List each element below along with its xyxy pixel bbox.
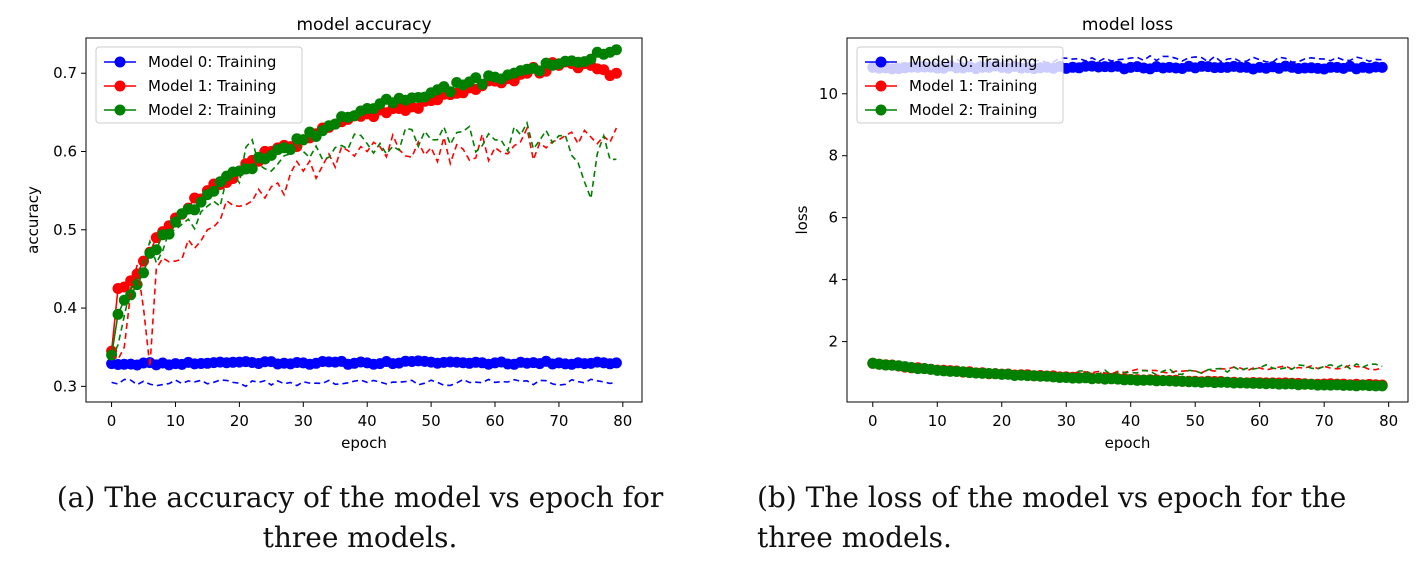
- legend-label: Model 0: Training: [909, 53, 1037, 71]
- data-point: [610, 44, 622, 56]
- legend-box: [856, 46, 1064, 124]
- y-tick-label: 4: [828, 271, 838, 289]
- y-tick-label: 0.6: [53, 143, 77, 161]
- data-point: [476, 78, 488, 90]
- series-line-dashed-5: [110, 120, 617, 360]
- data-point: [189, 204, 201, 216]
- data-point: [170, 216, 181, 228]
- x-tick-label: 80: [1379, 412, 1398, 430]
- x-tick-label: 50: [422, 412, 441, 430]
- caption-b: (b) The loss of the model vs epoch for t…: [757, 481, 1347, 554]
- data-point: [610, 67, 622, 79]
- data-point: [1376, 61, 1388, 73]
- data-point: [246, 163, 258, 175]
- x-tick-label: 10: [166, 412, 185, 430]
- x-tick-label: 30: [294, 412, 313, 430]
- x-tick-label: 40: [358, 412, 377, 430]
- legend-marker: [114, 104, 126, 116]
- legend-marker: [875, 80, 887, 92]
- y-tick-label: 0.3: [53, 377, 77, 395]
- loss-chart: model loss epoch loss 0 10 20 30 40 50 60 70 80 2 4 6 8…: [793, 15, 1409, 452]
- caption-a: (a) The accuracy of the model vs epoch f…: [56, 481, 664, 554]
- legend-label: Model 1: Training: [148, 77, 276, 95]
- legend-label: Model 1: Training: [909, 77, 1037, 95]
- legend-label: Model 0: Training: [148, 53, 276, 71]
- data-point: [208, 185, 220, 197]
- data-point: [1376, 380, 1388, 392]
- x-tick-label: 80: [613, 412, 632, 430]
- data-point: [112, 308, 124, 320]
- x-tick-label: 60: [485, 412, 504, 430]
- y-tick-label: 8: [828, 147, 838, 165]
- data-point: [610, 357, 622, 369]
- series-line-dashed-4: [111, 125, 618, 367]
- x-tick-label: 20: [992, 412, 1011, 430]
- legend-box: [95, 46, 303, 124]
- chart-title: model loss: [1082, 15, 1173, 35]
- y-tick-label: 10: [819, 85, 838, 103]
- y-tick-label: 6: [828, 209, 838, 227]
- chart-title: model accuracy: [296, 15, 431, 35]
- y-tick-label: 0.7: [53, 64, 77, 82]
- y-tick-label: 0.5: [53, 221, 77, 239]
- legend-marker: [114, 56, 126, 68]
- axes-frame: [846, 37, 1409, 403]
- plot-area: [106, 44, 622, 388]
- x-tick-label: 40: [1121, 412, 1140, 430]
- x-tick-label: 30: [1057, 412, 1076, 430]
- y-tick-label: 0.4: [53, 299, 77, 317]
- data-point: [138, 267, 149, 279]
- legend-marker: [875, 56, 887, 68]
- x-tick-label: 10: [928, 412, 947, 430]
- data-point: [329, 118, 341, 130]
- x-tick-label: 70: [1315, 412, 1334, 430]
- data-point: [534, 65, 546, 77]
- x-axis-label: epoch: [341, 434, 387, 452]
- x-tick-label: 0: [868, 412, 878, 430]
- data-point: [297, 134, 309, 146]
- y-axis-label: loss: [793, 205, 811, 234]
- data-point: [444, 86, 456, 98]
- series-line-dashed-3: [111, 378, 617, 388]
- accuracy-chart: model accuracy epoch accuracy 0 10 20 30 40 50 60…: [24, 15, 643, 452]
- x-tick-label: 20: [230, 412, 249, 430]
- legend-marker: [875, 104, 887, 116]
- legend-label: Model 2: Training: [148, 101, 276, 119]
- y-tick-label: 2: [828, 333, 838, 351]
- legend-marker: [114, 80, 126, 92]
- x-axis-label: epoch: [1105, 434, 1151, 452]
- data-point: [195, 196, 207, 208]
- legend-label: Model 2: Training: [909, 101, 1037, 119]
- axes-frame: [85, 37, 643, 403]
- data-point: [412, 102, 424, 114]
- x-tick-label: 60: [1250, 412, 1269, 430]
- x-tick-label: 0: [107, 412, 117, 430]
- x-tick-label: 70: [549, 412, 568, 430]
- x-tick-label: 50: [1186, 412, 1205, 430]
- data-point: [285, 144, 296, 155]
- y-axis-label: accuracy: [24, 186, 42, 254]
